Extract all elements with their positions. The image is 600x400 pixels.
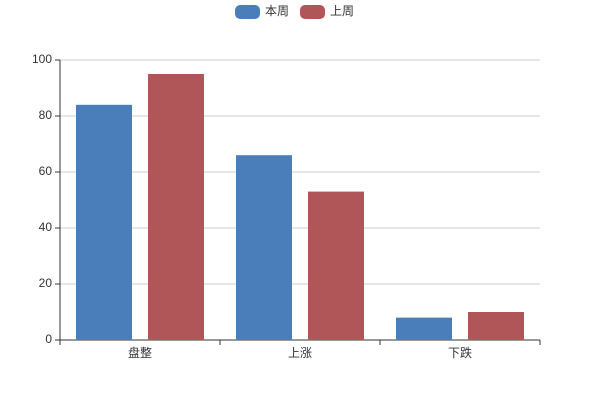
legend-label: 本周 [265,4,289,18]
bar [76,104,132,340]
y-tick-label: 100 [32,52,52,66]
bar [148,74,204,340]
x-tick-label: 上涨 [288,345,312,360]
y-tick-label: 40 [39,220,53,234]
bar [308,191,364,340]
y-tick-label: 60 [39,164,53,178]
legend-label: 上周 [330,4,354,18]
y-tick-label: 20 [39,276,53,290]
bar [236,155,292,340]
bar [468,312,524,340]
legend-icon [300,5,325,19]
x-tick-label: 盘整 [128,345,152,360]
x-tick-label: 下跌 [448,345,472,360]
bar [396,317,452,340]
legend-icon [235,5,260,19]
y-tick-label: 0 [45,332,52,346]
y-tick-label: 80 [39,108,53,122]
